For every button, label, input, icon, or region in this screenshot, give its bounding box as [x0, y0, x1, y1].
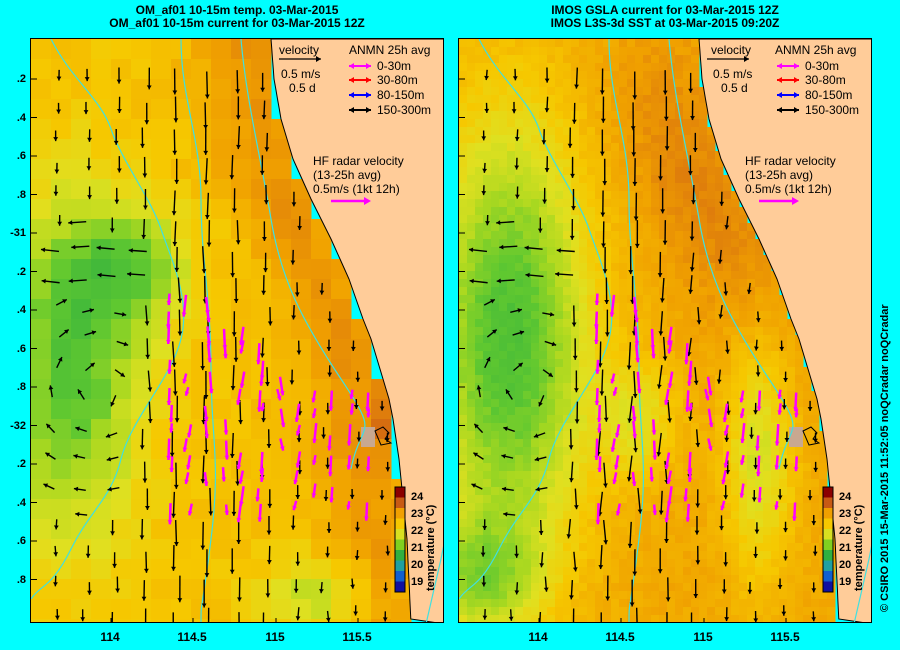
depth-30-80-r: 30-80m: [805, 73, 846, 87]
y-tick-label: .6: [16, 535, 26, 547]
cb-tick-24: 24: [411, 491, 424, 503]
cb-title: temperature (°C): [425, 504, 437, 591]
right-map: [459, 39, 871, 622]
left-title-line1: OM_af01 10-15m temp. 03-Mar-2015: [135, 3, 339, 17]
depth-80-150-r: 80-150m: [805, 88, 853, 102]
anmn-title-r: ANMN 25h avg: [775, 43, 857, 57]
velocity-arrows: [468, 67, 819, 622]
hf-title-r: HF radar velocity: [745, 154, 836, 168]
x-tick-label: 114.5: [605, 630, 635, 644]
cb-tick-23: 23: [411, 508, 424, 520]
x-tick-label: 115.5: [770, 630, 800, 644]
depth-150-300-r: 150-300m: [805, 103, 860, 117]
scale-speed: 0.5 m/s: [281, 67, 321, 81]
isobaths: [459, 39, 871, 622]
x-tick-label: 115.5: [342, 630, 372, 644]
estuary: [361, 427, 375, 447]
x-tick-label: 114: [528, 630, 548, 644]
colorbar: [822, 486, 834, 593]
hf-scale-r: 0.5m/s (1kt 12h): [745, 182, 832, 196]
sst-field: [31, 39, 412, 622]
cb-tick-22-r: 22: [839, 525, 852, 537]
isobath-mid: [608, 39, 645, 622]
y-tick-label: .2: [16, 265, 26, 278]
left-title: OM_af01 10-15m temp. 03-Mar-2015 OM_af01…: [30, 4, 444, 30]
hf-title: HF radar velocity: [313, 154, 404, 168]
y-tick-label: .4: [16, 496, 26, 509]
depth-150-300: 150-300m: [377, 103, 432, 117]
colorbar-frame: [394, 486, 406, 593]
right-title-line2: IMOS L3S-3d SST at 03-Mar-2015 09:20Z: [550, 16, 780, 30]
cb-tick-23-r: 23: [839, 508, 852, 520]
colorbar-frame: [822, 486, 834, 593]
right-map-panel: velocity 0.5 m/s 0.5 d ANMN 25h avg 0-30…: [458, 38, 872, 623]
x-tick-label: 115: [265, 630, 285, 644]
axis-ticks: [31, 78, 359, 622]
inlet-outline: [802, 426, 821, 446]
estuary: [789, 427, 803, 447]
left-map-panel: velocity 0.5 m/s 0.5 d ANMN 25h avg 0-30…: [30, 38, 444, 623]
velocity-arrows: [40, 67, 391, 622]
y-tick-label: .8: [16, 188, 26, 201]
land-mass: [270, 39, 443, 622]
velocity-label-r: velocity: [711, 43, 752, 57]
isobath-shelf: [668, 39, 794, 470]
y-tick-label: .2: [16, 458, 26, 470]
x-tick-label: 114: [100, 630, 120, 644]
velocity-label: velocity: [279, 43, 320, 57]
right-title-line1: IMOS GSLA current for 03-Mar-2015 12Z: [551, 3, 779, 17]
y-tick-label: .8: [16, 573, 26, 586]
axis-ticks: [459, 78, 787, 622]
y-tick-label: .2: [16, 73, 26, 85]
depth-0-30: 0-30m: [377, 59, 412, 73]
y-tick-label: .4: [16, 111, 26, 124]
isobath-deep: [459, 39, 613, 600]
y-tick-label: .4: [16, 304, 26, 316]
depth-30-80: 30-80m: [377, 73, 418, 87]
x-tick-label: 115: [693, 630, 713, 644]
land-mass: [698, 39, 871, 622]
cb-tick-21: 21: [411, 542, 424, 554]
isobaths: [31, 39, 443, 622]
isobath-edge: [853, 545, 871, 622]
inlet-outline: [374, 426, 393, 446]
left-title-line2: OM_af01 10-15m current for 03-Mar-2015 1…: [109, 16, 365, 30]
cb-tick-22: 22: [411, 525, 424, 537]
x-tick-label: 114.5: [177, 630, 207, 644]
copyright-text: © CSIRO 2015 15-Mar-2015 11:52:05 noQCra…: [879, 304, 891, 612]
scale-time: 0.5 d: [289, 81, 316, 95]
cb-tick-21-r: 21: [839, 542, 852, 554]
depth-80-150: 80-150m: [377, 88, 425, 102]
colorbar: [394, 486, 406, 593]
isobath-shelf: [240, 39, 366, 470]
isobath-edge: [425, 545, 443, 622]
y-tick-label: -32: [10, 419, 26, 432]
cb-tick-20: 20: [411, 559, 424, 571]
right-title: IMOS GSLA current for 03-Mar-2015 12Z IM…: [458, 4, 872, 30]
cb-tick-19: 19: [411, 576, 424, 588]
hf-avg-r: (13-25h avg): [745, 168, 814, 182]
y-tick-label: -31: [10, 227, 26, 239]
left-map: [31, 39, 443, 622]
isobath-mid: [180, 39, 217, 622]
y-tick-label: .8: [16, 381, 26, 393]
legend-arrows: [707, 56, 799, 205]
isobath-deep: [31, 39, 185, 600]
hf-avg: (13-25h avg): [313, 168, 382, 182]
cb-title-r: temperature (°C): [853, 504, 865, 591]
y-tick-label: .6: [16, 342, 26, 355]
depth-0-30-r: 0-30m: [805, 59, 840, 73]
cb-tick-20-r: 20: [839, 559, 852, 571]
y-tick-label: .6: [16, 150, 26, 162]
scale-speed-r: 0.5 m/s: [713, 67, 753, 81]
cb-tick-24-r: 24: [839, 491, 852, 503]
scale-time-r: 0.5 d: [721, 81, 748, 95]
legend-arrows: [279, 56, 371, 205]
cb-tick-19-r: 19: [839, 576, 852, 588]
anmn-title: ANMN 25h avg: [349, 43, 431, 57]
hf-scale: 0.5m/s (1kt 12h): [313, 182, 400, 196]
